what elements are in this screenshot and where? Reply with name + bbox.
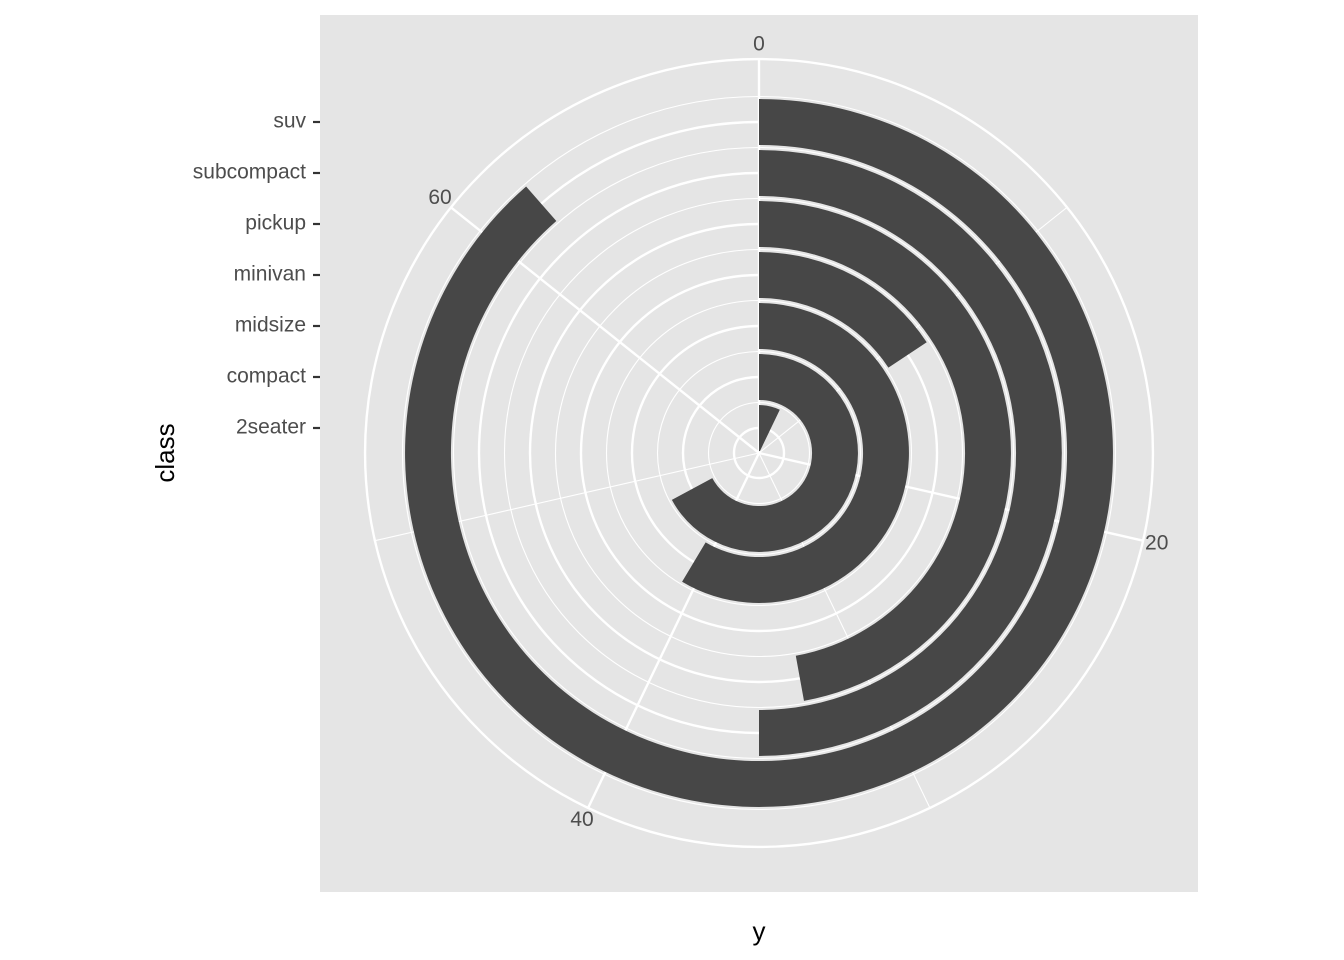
bar-midsize	[682, 303, 909, 603]
theta-tick-label: 40	[570, 808, 593, 831]
bar-subcompact	[759, 150, 1062, 756]
theta-tick-label: 60	[428, 186, 451, 209]
y-axis-title: y	[753, 916, 766, 946]
class-tick-label: minivan	[234, 263, 306, 286]
theta-tick-label: 20	[1145, 531, 1168, 554]
grid-circle-outer	[363, 57, 1155, 849]
bar-2seater	[759, 405, 780, 452]
bar-pickup	[759, 201, 1011, 701]
bar-compact	[671, 354, 858, 552]
class-axis: 2seater compact midsize minivan pickup subcom…	[193, 110, 320, 439]
class-tick-label: pickup	[245, 212, 306, 235]
class-tick-label: suv	[273, 110, 306, 133]
class-tick-label: subcompact	[193, 161, 306, 184]
class-tick-label: midsize	[235, 314, 306, 337]
class-tick-label: 2seater	[236, 416, 306, 439]
bar-minivan	[759, 252, 927, 368]
x-axis-title: class	[150, 423, 180, 482]
class-tick-label: compact	[227, 365, 307, 388]
theta-tick-labels: 0 20 40 60	[428, 33, 1168, 832]
theta-tick-label: 0	[753, 33, 765, 56]
bars	[405, 99, 1113, 807]
